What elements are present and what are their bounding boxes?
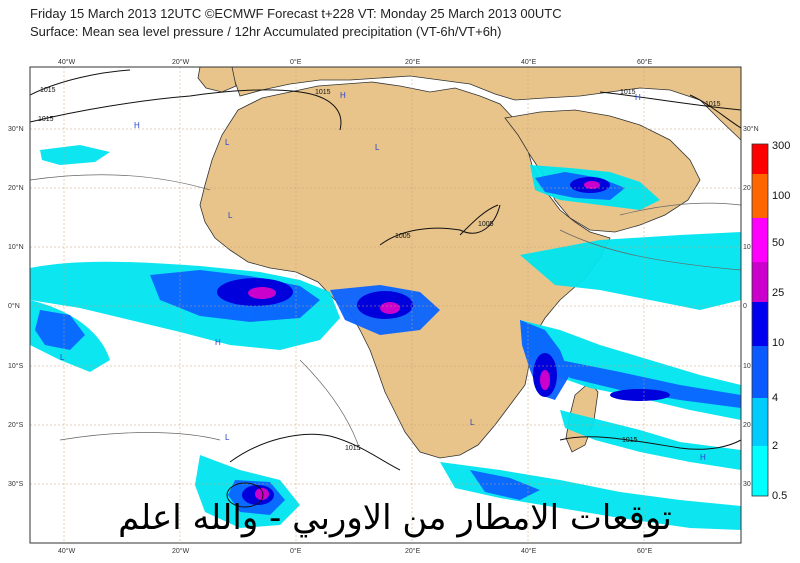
pressure-center-label: H xyxy=(215,338,221,347)
legend-swatch xyxy=(752,302,768,346)
lon-ticks-top: 40°W 20°W 0°E 20°E 40°E 60°E xyxy=(58,58,653,66)
lat-tick-label: 20 xyxy=(743,422,751,429)
isobar-label: 1005 xyxy=(395,233,411,240)
pressure-centers: H H H L L L L H L L H xyxy=(60,91,706,462)
lon-tick-label: 20°W xyxy=(172,58,190,66)
forecast-header-line2: Surface: Mean sea level pressure / 12hr … xyxy=(30,24,502,39)
lat-tick-label: 30°N xyxy=(743,125,759,133)
lat-tick-label: 30 xyxy=(743,481,751,488)
forecast-header-line1: Friday 15 March 2013 12UTC ©ECMWF Foreca… xyxy=(30,6,562,21)
lat-tick-label: 10°N xyxy=(8,243,24,251)
pressure-center-label: H xyxy=(340,91,346,100)
legend-label: 25 xyxy=(772,287,784,299)
isobar-labels: 1015 1015 1015 1015 1005 1005 1015 1015 … xyxy=(38,87,721,452)
lat-tick-label: 30°S xyxy=(8,480,24,488)
lon-tick-label: 0°E xyxy=(290,547,302,555)
pressure-center-label: H xyxy=(700,453,706,462)
lon-tick-label: 40°E xyxy=(521,547,537,555)
lat-tick-label: 10°S xyxy=(8,362,24,370)
lat-tick-label: 10 xyxy=(743,244,751,251)
precip-legend: 300 100 50 25 10 4 2 0.5 xyxy=(751,140,790,502)
precip-extreme-cores xyxy=(248,181,600,500)
lat-tick-label: 0°N xyxy=(8,302,20,310)
legend-label: 50 xyxy=(772,237,784,249)
arabic-caption: توقعات الامطار من الاوربي - والله اعلم xyxy=(118,498,672,538)
isobar-label: 1005 xyxy=(478,221,494,228)
legend-swatch xyxy=(752,218,768,262)
pressure-center-label: H xyxy=(134,121,140,130)
isobars xyxy=(30,69,741,508)
legend-swatch xyxy=(752,398,768,446)
lon-tick-label: 60°E xyxy=(637,58,653,66)
lat-tick-label: 20°S xyxy=(8,421,24,429)
lon-tick-label: 20°E xyxy=(405,58,421,66)
legend-label: 100 xyxy=(772,190,790,202)
isobars-secondary xyxy=(30,174,741,451)
legend-label: 4 xyxy=(772,392,778,404)
europe-landmass xyxy=(229,67,741,141)
lon-tick-label: 0°E xyxy=(290,58,302,66)
graticule xyxy=(30,67,741,543)
lon-tick-label: 20°W xyxy=(172,547,190,555)
lon-tick-label: 20°E xyxy=(405,547,421,555)
legend-swatch xyxy=(752,446,768,496)
africa-landmass xyxy=(199,81,611,459)
pressure-center-label: L xyxy=(470,418,475,427)
legend-label: 10 xyxy=(772,337,784,349)
lat-ticks-left: 30°N 20°N 10°N 0°N 10°S 20°S 30°S xyxy=(8,125,24,488)
isobar-label: 1015 xyxy=(345,445,361,452)
lon-tick-label: 40°W xyxy=(58,547,76,555)
isobar-label: 1015 xyxy=(622,437,638,444)
lat-tick-label: 30°N xyxy=(8,125,24,133)
isobar-label: 1015 xyxy=(705,101,721,108)
pressure-center-label: H xyxy=(635,93,641,102)
isobar-label: 1015 xyxy=(40,87,56,94)
legend-swatch xyxy=(752,174,768,218)
pressure-center-label: L xyxy=(225,433,230,442)
map-frame xyxy=(29,66,742,544)
legend-label: 2 xyxy=(772,440,778,452)
isobar-label: 1015 xyxy=(38,116,54,123)
lat-ticks-right: 30°N 20 10 0 10 20 30 xyxy=(743,125,759,488)
isobar-label: 1015 xyxy=(315,89,331,96)
legend-frame xyxy=(751,143,769,497)
legend-swatch xyxy=(752,144,768,174)
pressure-center-label: L xyxy=(225,138,230,147)
legend-swatch xyxy=(752,262,768,302)
pressure-center-label: L xyxy=(60,353,65,362)
pressure-center-label: L xyxy=(375,143,380,152)
lon-tick-label: 40°W xyxy=(58,58,76,66)
legend-label: 300 xyxy=(772,140,790,152)
lat-tick-label: 10 xyxy=(743,363,751,370)
legend-swatch xyxy=(752,346,768,398)
lon-tick-label: 40°E xyxy=(521,58,537,66)
lat-tick-label: 0 xyxy=(743,303,747,310)
lon-ticks-bottom: 40°W 20°W 0°E 20°E 40°E 60°E xyxy=(58,547,653,555)
lat-tick-label: 20 xyxy=(743,185,751,192)
isobar-label: 1015 xyxy=(620,89,636,96)
lat-tick-label: 20°N xyxy=(8,184,24,192)
pressure-center-label: L xyxy=(228,211,233,220)
lon-tick-label: 60°E xyxy=(637,547,653,555)
legend-label: 0.5 xyxy=(772,490,787,502)
